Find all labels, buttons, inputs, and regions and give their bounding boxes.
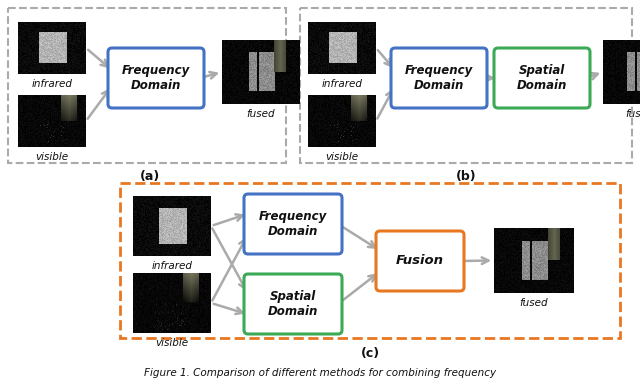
- Text: Frequency
Domain: Frequency Domain: [122, 64, 190, 92]
- Text: Frequency
Domain: Frequency Domain: [405, 64, 473, 92]
- Text: visible: visible: [35, 152, 68, 162]
- Text: visible: visible: [156, 338, 189, 348]
- Text: fused: fused: [520, 298, 548, 308]
- FancyBboxPatch shape: [244, 274, 342, 334]
- Text: infrared: infrared: [321, 79, 362, 89]
- Text: Frequency
Domain: Frequency Domain: [259, 210, 327, 238]
- Text: Spatial
Domain: Spatial Domain: [268, 290, 318, 318]
- Text: fused: fused: [625, 109, 640, 119]
- Bar: [8, 8, 286, 163]
- Text: (a): (a): [140, 170, 160, 183]
- FancyBboxPatch shape: [494, 48, 590, 108]
- Text: visible: visible: [325, 152, 358, 162]
- Text: Spatial
Domain: Spatial Domain: [517, 64, 567, 92]
- Text: fused: fused: [246, 109, 275, 119]
- FancyBboxPatch shape: [391, 48, 487, 108]
- Text: Figure 1. Comparison of different methods for combining frequency: Figure 1. Comparison of different method…: [144, 368, 496, 378]
- Bar: [300, 8, 632, 163]
- FancyBboxPatch shape: [108, 48, 204, 108]
- Text: (c): (c): [360, 347, 380, 360]
- FancyBboxPatch shape: [244, 194, 342, 254]
- Bar: [120, 183, 620, 338]
- Text: infrared: infrared: [152, 261, 193, 271]
- Text: Fusion: Fusion: [396, 255, 444, 268]
- FancyBboxPatch shape: [376, 231, 464, 291]
- Text: infrared: infrared: [31, 79, 72, 89]
- Text: (b): (b): [456, 170, 476, 183]
